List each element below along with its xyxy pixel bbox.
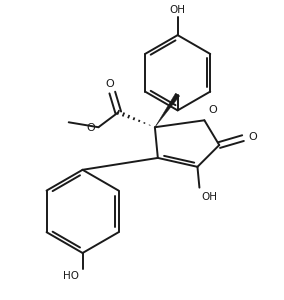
Text: OH: OH — [170, 5, 186, 15]
Text: O: O — [105, 79, 114, 88]
Polygon shape — [155, 93, 180, 127]
Text: O: O — [208, 105, 217, 115]
Text: HO: HO — [63, 271, 79, 281]
Text: O: O — [248, 132, 257, 142]
Text: OH: OH — [201, 192, 218, 202]
Text: O: O — [87, 123, 95, 133]
